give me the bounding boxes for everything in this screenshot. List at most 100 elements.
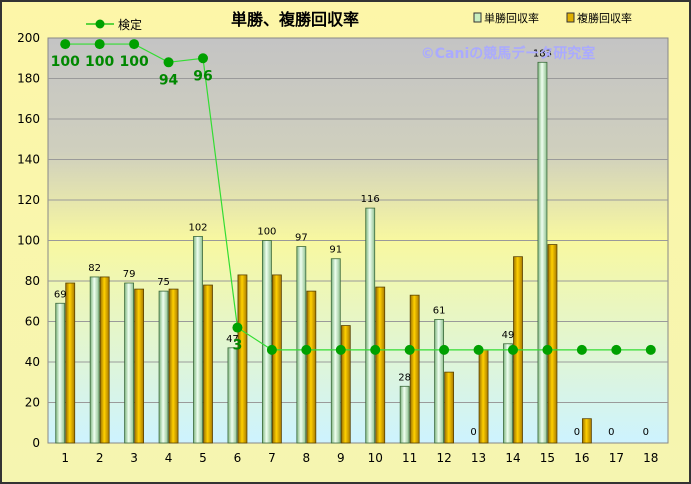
bar-tansho [296,246,307,444]
kentei-point [94,39,105,50]
y-tick-label: 20 [25,396,40,410]
x-tick-label: 14 [505,451,520,465]
bar-label-tansho: 49 [502,330,515,341]
bar-tansho [89,276,100,444]
kentei-label: 3 [233,338,243,354]
bar-label-tansho: 82 [88,263,101,274]
kentei-label: 94 [159,72,179,88]
y-tick-label: 40 [25,355,40,369]
bar-label-tansho: 28 [398,372,411,383]
x-tick-label: 7 [268,451,276,465]
x-tick-label: 12 [436,451,451,465]
bar-label-tansho: 102 [188,222,207,233]
x-tick-label: 11 [402,451,417,465]
bar-label-tansho: 79 [123,269,136,280]
x-tick-label: 2 [96,451,104,465]
gridlines [48,78,668,403]
y-tick-label: 160 [17,112,40,126]
y-tick-label: 180 [17,72,40,86]
bar-label-tansho: 183 [533,48,552,59]
bar-label-tansho: 69 [54,289,67,300]
kentei-point [163,57,174,68]
legend: 検定 単勝回収率 複勝回収率 [86,11,632,32]
bar-label-tansho: 47 [226,334,239,345]
bar-fukusho [547,244,558,444]
x-tick-label: 3 [130,451,138,465]
kentei-point [129,39,140,50]
kentei-label: 100 [119,54,148,70]
bar-label-tansho: 100 [257,227,276,238]
bar-fukusho [65,282,76,444]
bar-fukusho [375,286,386,444]
bar-tansho [365,207,376,444]
x-tick-label: 4 [165,451,173,465]
bar-fukusho [271,274,282,444]
bar-label-tansho: 0 [470,427,476,438]
x-tick-label: 10 [368,451,383,465]
bar-tansho [55,302,66,444]
bar-fukusho [409,294,420,444]
kentei-line: 100 100 100 94 96 3 [51,39,656,355]
bar-tansho [193,236,203,444]
chart-title: 単勝、複勝回収率 [231,10,359,29]
x-tick-label: 1 [61,451,69,465]
x-axis: 1 2 3 4 5 6 7 8 9 10 11 12 13 14 15 16 17 18 [61,451,658,465]
x-tick-label: 17 [609,451,624,465]
bar-fukusho [134,288,145,444]
bar-fukusho [99,276,110,444]
kentei-point [542,344,553,355]
bar-fukusho [306,290,317,444]
bar-tansho [537,61,548,444]
kentei-polyline [65,43,651,351]
x-tick-label: 8 [303,451,311,465]
legend-swatch-tansho [473,12,482,23]
bar-tansho [227,347,238,444]
kentei-label: 96 [193,68,212,84]
x-tick-label: 16 [574,451,589,465]
bar-tansho [158,290,169,444]
kentei-point [508,344,518,355]
kentei-point [473,344,484,355]
x-tick-label: 5 [199,451,207,465]
bar-label-tansho: 0 [643,427,649,438]
x-tick-label: 9 [337,451,345,465]
kentei-point [335,344,346,355]
bar-label-tansho: 61 [433,305,446,316]
x-tick-label: 18 [643,451,658,465]
bar-fukusho [203,284,213,444]
legend-label-tansho: 単勝回収率 [484,11,539,25]
bar-fukusho [478,349,489,444]
kentei-point [439,344,450,355]
y-tick-label: 0 [32,436,40,450]
bar-label-tansho: 0 [608,427,614,438]
x-tick-label: 15 [540,451,555,465]
kentei-point [266,344,277,355]
legend-swatch-fukusho [566,12,575,23]
bar-fukusho [237,274,248,444]
bar-tansho [261,240,272,444]
bar-label-tansho: 75 [157,277,170,288]
kentei-point [198,53,208,64]
legend-label-kentei: 検定 [118,17,142,32]
bar-label-tansho: 91 [329,245,342,256]
kentei-point [404,344,415,355]
bar-fukusho [581,418,592,444]
bar-label-tansho: 116 [361,194,380,205]
kentei-point [576,344,587,355]
y-tick-label: 120 [17,193,40,207]
y-tick-label: 140 [17,153,40,167]
bar-tansho [434,319,445,444]
bar-labels: 69 82 79 75 102 47 100 97 91 116 28 61 0 49 183 0 0 0 [54,48,649,438]
bar-label-tansho: 0 [574,427,580,438]
bar-tansho [124,282,135,444]
bar-fukusho [340,325,351,444]
y-tick-label: 100 [17,234,40,248]
kentei-point [370,344,381,355]
bar-fukusho [444,371,455,444]
bar-tansho [503,343,513,444]
legend-marker-kentei [95,19,105,29]
y-axis: 0 20 40 60 80 100 120 140 160 180 200 [17,31,40,450]
kentei-point [232,322,243,333]
